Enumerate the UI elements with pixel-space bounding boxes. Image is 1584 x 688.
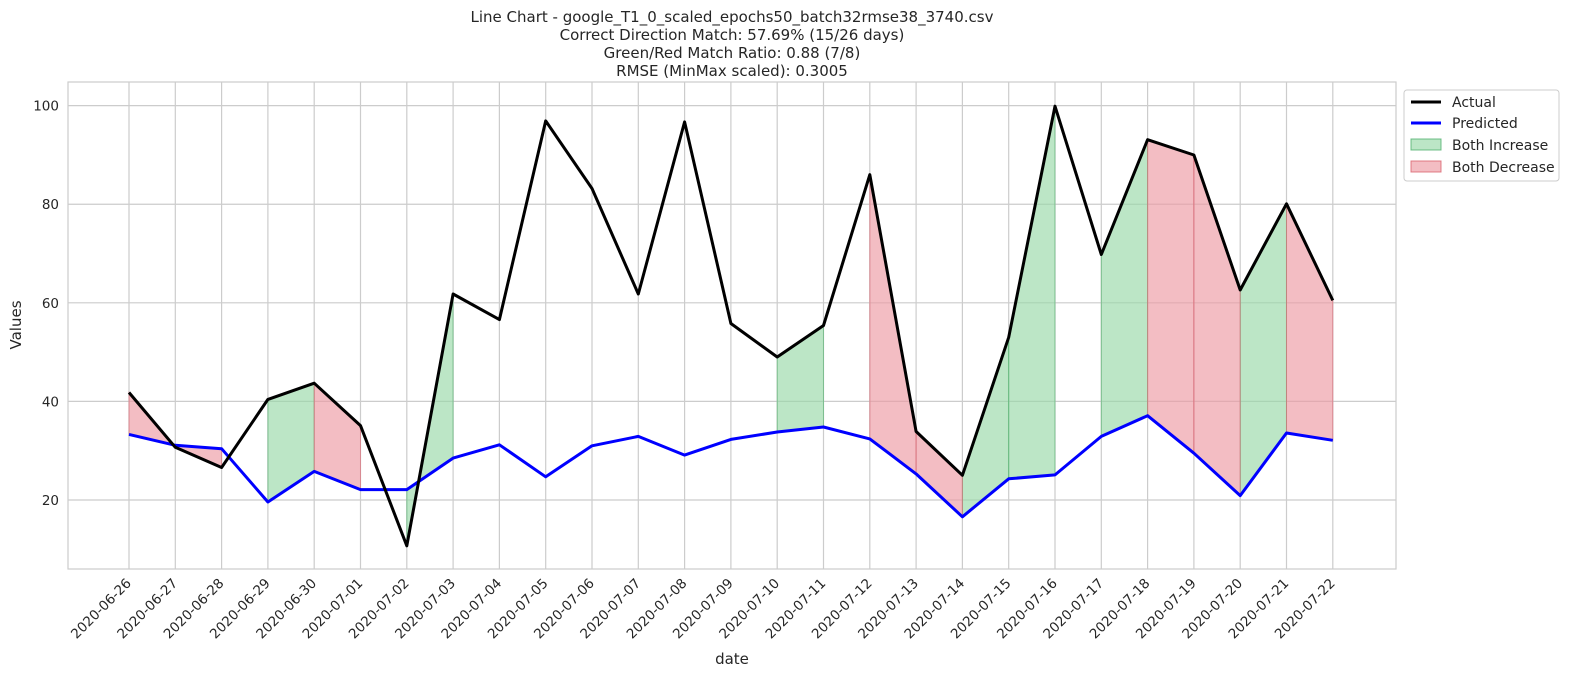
y-axis-label: Values xyxy=(7,300,25,349)
x-tick-labels: 2020-06-262020-06-272020-06-282020-06-29… xyxy=(68,576,1339,643)
y-tick-labels: 20 40 60 80 100 xyxy=(33,99,59,509)
series-lines xyxy=(127,104,1335,548)
actual-line xyxy=(127,104,1335,548)
title-line-1: Line Chart - google_T1_0_scaled_epochs50… xyxy=(471,8,994,27)
legend-actual-label: Actual xyxy=(1452,95,1496,111)
legend-box xyxy=(1403,89,1560,182)
y-tick-label: 80 xyxy=(42,197,59,213)
title-line-3: Green/Red Match Ratio: 0.88 (7/8) xyxy=(604,44,861,62)
legend-increase-label: Both Increase xyxy=(1452,138,1548,154)
y-tick-label: 40 xyxy=(42,394,59,410)
legend-increase-swatch xyxy=(1410,138,1442,151)
predicted-line xyxy=(128,414,1334,519)
legend: Actual Predicted Both Increase Both Decr… xyxy=(1403,89,1560,182)
both-decrease-region xyxy=(1147,139,1195,455)
legend-decrease-label: Both Decrease xyxy=(1452,160,1555,176)
legend-decrease-swatch xyxy=(1410,160,1442,173)
y-tick-label: 100 xyxy=(33,99,59,115)
y-tick-label: 60 xyxy=(42,296,59,312)
title-line-4: RMSE (MinMax scaled): 0.3005 xyxy=(616,62,848,80)
legend-predicted-label: Predicted xyxy=(1452,116,1518,132)
title-line-2: Correct Direction Match: 57.69% (15/26 d… xyxy=(560,26,905,44)
y-tick-label: 20 xyxy=(42,493,59,509)
direction-fills xyxy=(128,106,1334,546)
x-axis-label: date xyxy=(715,650,749,668)
chart-title: Line Chart - google_T1_0_scaled_epochs50… xyxy=(471,8,994,80)
